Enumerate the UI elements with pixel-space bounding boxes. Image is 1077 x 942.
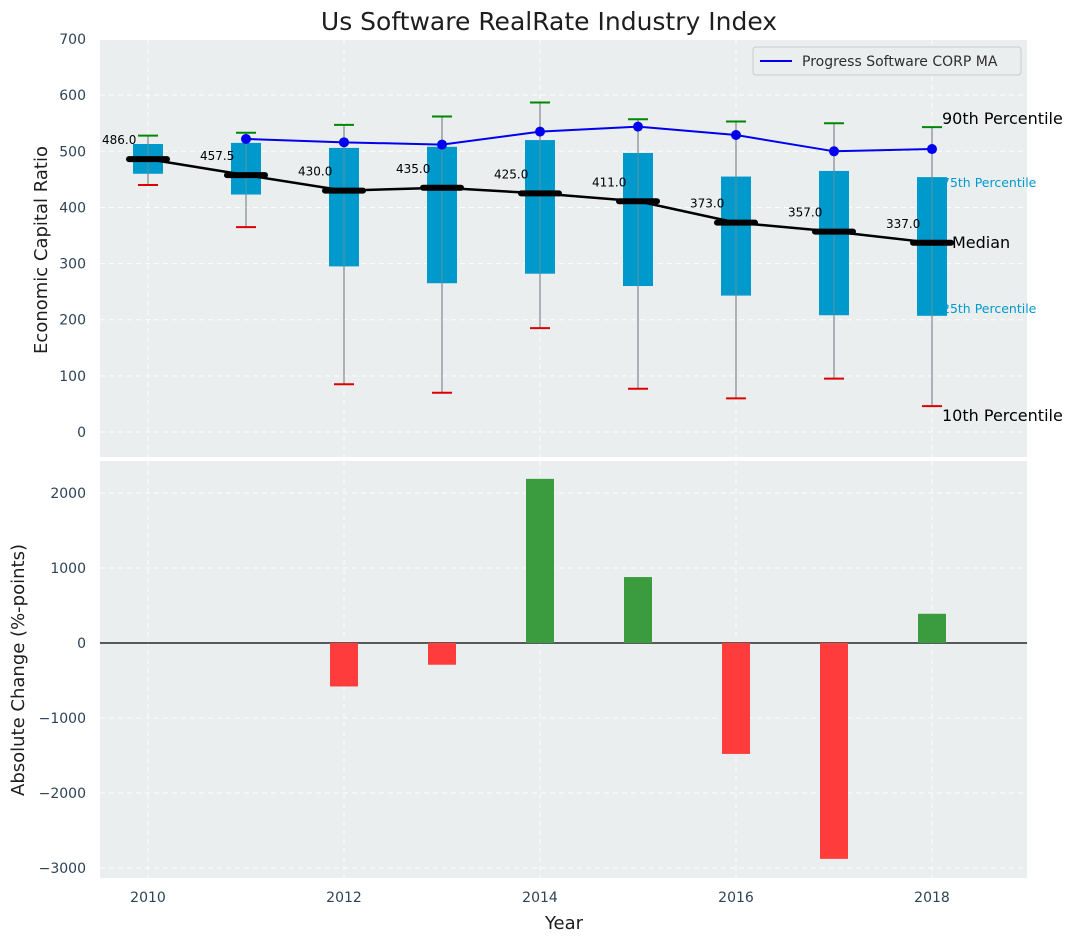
annotation-p10: 10th Percentile bbox=[942, 406, 1063, 425]
annotation-p75: 75th Percentile bbox=[942, 175, 1037, 190]
bar-positive bbox=[918, 613, 946, 643]
bottom-y-tick-label: 2000 bbox=[50, 486, 86, 502]
top-y-tick-label: 100 bbox=[59, 369, 86, 385]
top-y-tick-label: 600 bbox=[59, 88, 86, 104]
median-data-label: 435.0 bbox=[396, 162, 430, 176]
change-bars bbox=[330, 478, 946, 859]
x-tick-label: 2018 bbox=[914, 890, 950, 906]
x-tick-label: 2014 bbox=[522, 890, 558, 906]
bottom-y-tick-label: −1000 bbox=[39, 711, 86, 727]
x-axis-label: Year bbox=[544, 913, 584, 934]
bottom-y-tick-label: 0 bbox=[77, 636, 86, 652]
x-axis: 2010 2012 2014 2016 2018 bbox=[130, 890, 950, 906]
x-tick-label: 2012 bbox=[326, 890, 362, 906]
x-tick-label: 2016 bbox=[718, 890, 754, 906]
bar-positive bbox=[624, 577, 652, 643]
bottom-y-tick-label: −2000 bbox=[39, 786, 86, 802]
company-series bbox=[241, 121, 937, 157]
top-y-axis: 0 100 200 300 400 500 600 700 bbox=[59, 32, 86, 441]
bottom-y-axis-label: Absolute Change (%-points) bbox=[8, 544, 29, 796]
median-data-label: 337.0 bbox=[886, 217, 920, 231]
bar-negative bbox=[722, 643, 750, 754]
company-point bbox=[535, 126, 545, 137]
top-panel: 0 100 200 300 400 500 600 700 486.0 457.5 430.0 43… bbox=[31, 32, 1063, 457]
top-y-axis-label: Economic Capital Ratio bbox=[31, 146, 52, 354]
annotation-median: Median bbox=[952, 233, 1010, 252]
chart-title: Us Software RealRate Industry Index bbox=[321, 7, 777, 36]
bottom-y-axis: −3000 −2000 −1000 0 1000 2000 bbox=[39, 486, 86, 877]
company-point bbox=[633, 121, 643, 132]
bottom-y-tick-label: 1000 bbox=[50, 561, 86, 577]
median-data-label: 357.0 bbox=[788, 206, 822, 220]
bar-negative bbox=[820, 643, 848, 859]
bar-positive bbox=[526, 478, 554, 643]
legend-box bbox=[752, 46, 1022, 76]
median-data-label: 411.0 bbox=[592, 175, 626, 189]
top-y-tick-label: 500 bbox=[59, 144, 86, 160]
annotation-p90: 90th Percentile bbox=[942, 109, 1063, 128]
legend-label: Progress Software CORP MA bbox=[802, 54, 998, 70]
company-point bbox=[829, 146, 839, 157]
bar-negative bbox=[330, 643, 358, 687]
annotation-p25: 25th Percentile bbox=[942, 301, 1037, 316]
company-line bbox=[245, 125, 933, 153]
company-point bbox=[731, 130, 741, 141]
legend: Progress Software CORP MA bbox=[752, 46, 1022, 76]
median-data-label: 457.5 bbox=[200, 149, 234, 163]
top-y-tick-label: 200 bbox=[59, 313, 86, 329]
company-point bbox=[339, 137, 349, 148]
top-y-tick-label: 400 bbox=[59, 200, 86, 216]
x-tick-label: 2010 bbox=[130, 890, 166, 906]
median-series: 486.0 457.5 430.0 435.0 425.0 411.0 373.0 357.0… bbox=[102, 133, 954, 246]
company-point bbox=[927, 144, 937, 155]
bottom-y-tick-label: −3000 bbox=[39, 861, 86, 877]
median-data-label: 486.0 bbox=[102, 133, 136, 147]
top-plot-background bbox=[100, 40, 1027, 457]
percentile-annotations: 90th Percentile 75th Percentile Median 2… bbox=[942, 109, 1063, 425]
company-point bbox=[241, 133, 251, 144]
median-data-label: 373.0 bbox=[690, 197, 724, 211]
median-data-label: 430.0 bbox=[298, 165, 332, 179]
bottom-plot-background bbox=[100, 461, 1027, 878]
company-point bbox=[437, 139, 447, 150]
top-y-tick-label: 300 bbox=[59, 257, 86, 273]
bar-negative bbox=[428, 643, 456, 665]
median-data-label: 425.0 bbox=[494, 167, 528, 181]
top-y-tick-label: 0 bbox=[77, 425, 86, 441]
top-y-tick-label: 700 bbox=[59, 32, 86, 48]
